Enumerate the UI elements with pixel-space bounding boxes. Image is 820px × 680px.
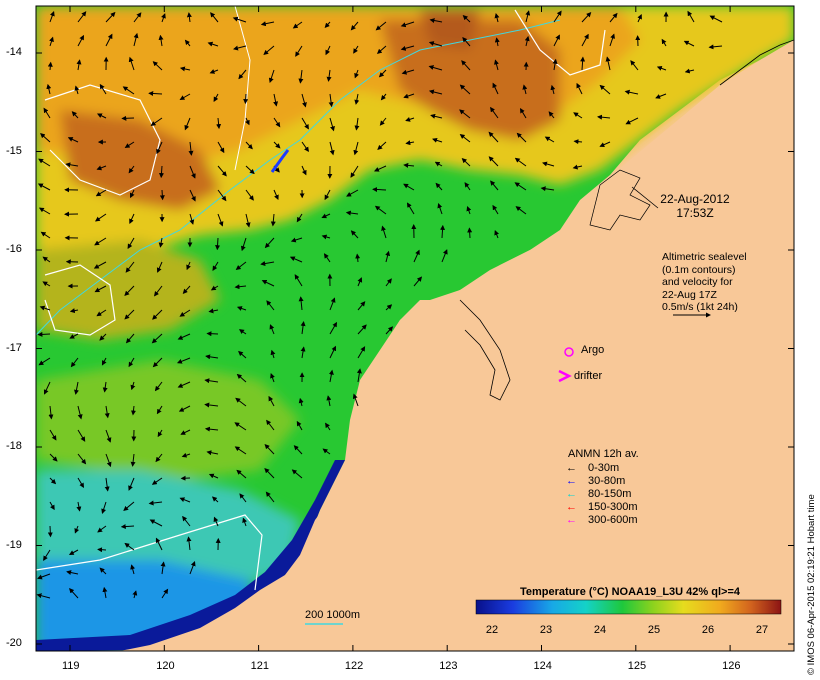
- latitude-tick-label: -16: [6, 243, 22, 255]
- legend-item: ← 150-300m: [566, 501, 638, 513]
- legend-item: ← 0-30m: [566, 462, 619, 474]
- arrow-icon: ←: [566, 488, 577, 500]
- colorbar-tick-label: 24: [593, 624, 607, 636]
- argo-symbol: [564, 347, 574, 357]
- depth-scale-label: 200 1000m: [305, 609, 361, 621]
- latitude-tick-label: -17: [6, 341, 22, 354]
- latitude-tick-label: -18: [6, 440, 22, 452]
- longitude-tick-label: 119: [62, 660, 80, 672]
- colorbar-tick-label: 26: [701, 624, 715, 636]
- arrow-icon: ←: [566, 475, 577, 487]
- credit-text: © IMOS 06-Apr-2015 02:19:21 Hobart time: [806, 494, 817, 675]
- velocity-arrows: [36, 10, 723, 599]
- arrow-icon: ←: [566, 501, 577, 513]
- legend-label: 80-150m: [588, 488, 632, 500]
- longitude-tick-label: 125: [627, 660, 647, 672]
- longitude-tick-label: 120: [156, 660, 175, 672]
- longitude-tick-label: 123: [439, 660, 458, 672]
- legend-label: 300-600m: [588, 514, 638, 526]
- altimetry-line: and velocity for: [662, 276, 733, 288]
- arrow-icon: ←: [566, 514, 577, 526]
- arrow-icon: ←: [566, 462, 577, 474]
- longitude-tick-label: 122: [344, 660, 364, 672]
- latitude-tick-label: -15: [6, 144, 22, 157]
- legend-label: 30-80m: [588, 475, 626, 487]
- anmn-30-80m-arrow: [270, 149, 290, 173]
- argo-label: Argo: [581, 344, 605, 356]
- sst-field: [36, 6, 794, 651]
- anmn-legend-title: ANMN 12h av.: [568, 448, 639, 460]
- longitude-tick-label: 121: [250, 660, 269, 672]
- plot-frame: [35, 5, 795, 652]
- legend-item: ← 300-600m: [566, 514, 638, 526]
- drifter-label: drifter: [574, 370, 603, 382]
- date-text: 22-Aug-2012: [660, 192, 730, 206]
- colorbar-tick-label: 23: [539, 624, 553, 636]
- altimetry-note: Altimetric sealevel (0.1m contours) and …: [662, 251, 747, 314]
- colorbar-tick-label: 22: [485, 624, 499, 636]
- legend-item: ← 30-80m: [566, 475, 625, 487]
- altimetry-line: (0.1m contours): [662, 263, 736, 276]
- altimetry-line: Altimetric sealevel: [662, 251, 747, 263]
- longitude-tick-label: 126: [722, 660, 741, 672]
- timestamp-label: 22-Aug-2012 17:53Z: [655, 192, 735, 220]
- latitude-tick-label: -19: [6, 538, 22, 551]
- latitude-tick-label: -14: [6, 46, 22, 58]
- colorbar-tick-label: 27: [755, 624, 769, 636]
- colorbar: [475, 599, 782, 615]
- legend-item: ← 80-150m: [566, 488, 631, 500]
- altimetry-line: 22-Aug 17Z: [662, 288, 717, 301]
- legend-label: 0-30m: [588, 462, 620, 474]
- longitude-tick-label: 124: [533, 660, 552, 672]
- date-leader-line: [631, 186, 659, 209]
- colorbar-tick-label: 25: [647, 624, 661, 636]
- drifter-symbol: [558, 369, 572, 383]
- altimetry-line: 0.5m/s (1kt 24h): [662, 301, 738, 313]
- time-text: 17:53Z: [676, 206, 714, 220]
- latitude-tick-label: -20: [6, 637, 22, 649]
- legend-label: 150-300m: [588, 501, 638, 513]
- colorbar-title: Temperature (°C) NOAA19_L3U 42% ql>=4: [520, 586, 740, 598]
